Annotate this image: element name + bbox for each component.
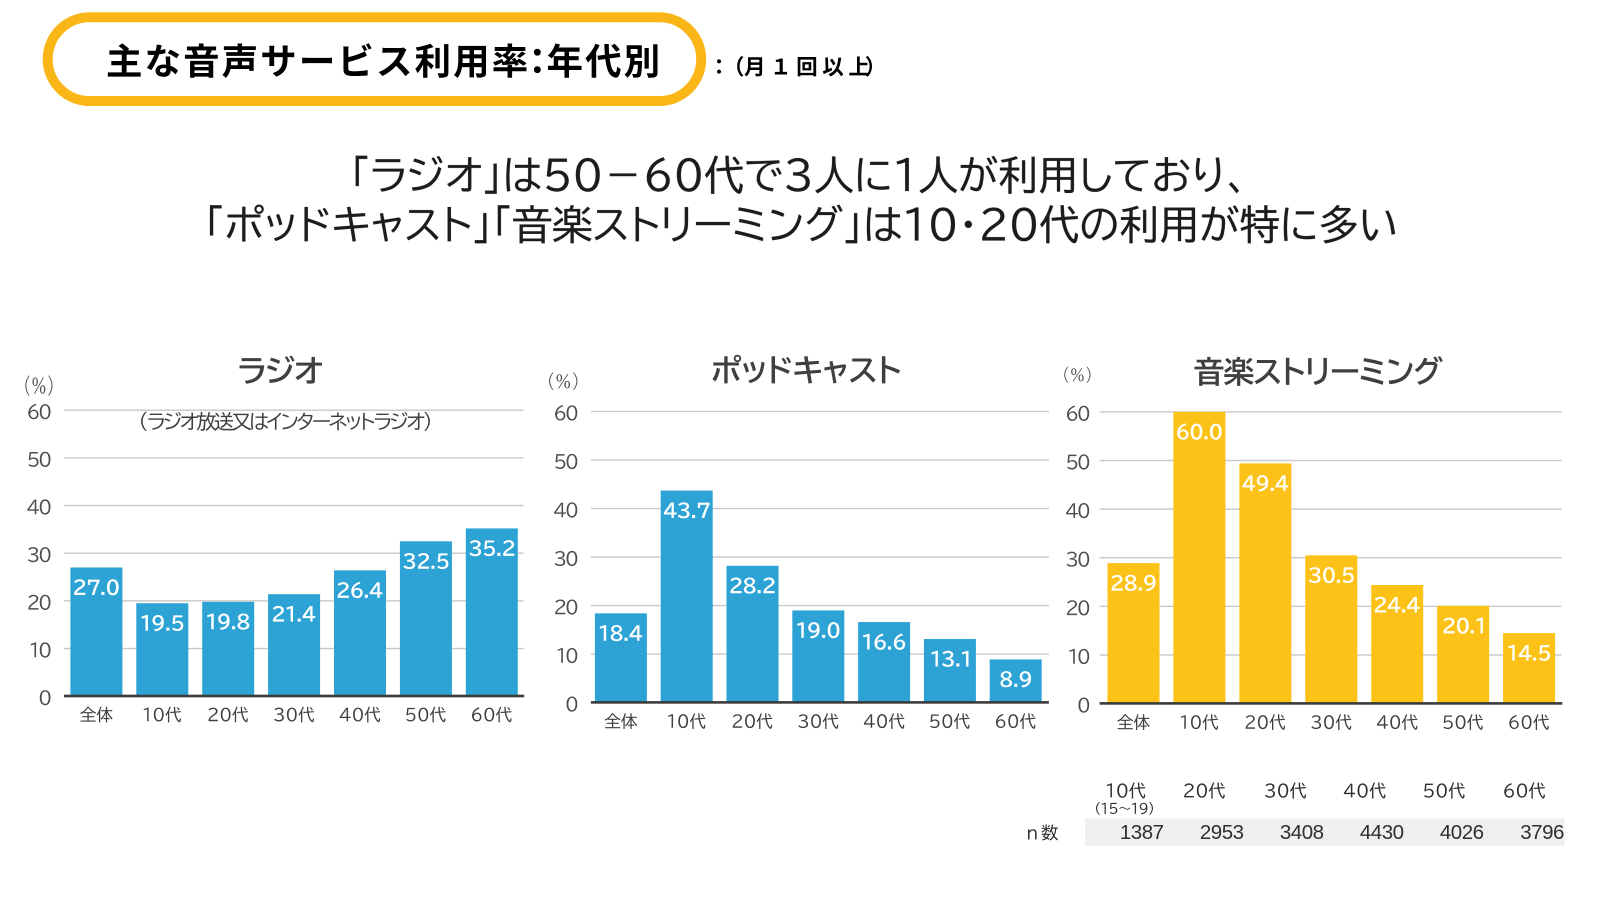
svg-text:4026: 4026	[1440, 821, 1484, 844]
svg-text:3408: 3408	[1280, 821, 1324, 844]
svg-text:4430: 4430	[1360, 821, 1404, 844]
svg-text:1387: 1387	[1120, 821, 1164, 844]
svg-text:2953: 2953	[1200, 821, 1244, 844]
svg-text:3796: 3796	[1520, 821, 1564, 844]
